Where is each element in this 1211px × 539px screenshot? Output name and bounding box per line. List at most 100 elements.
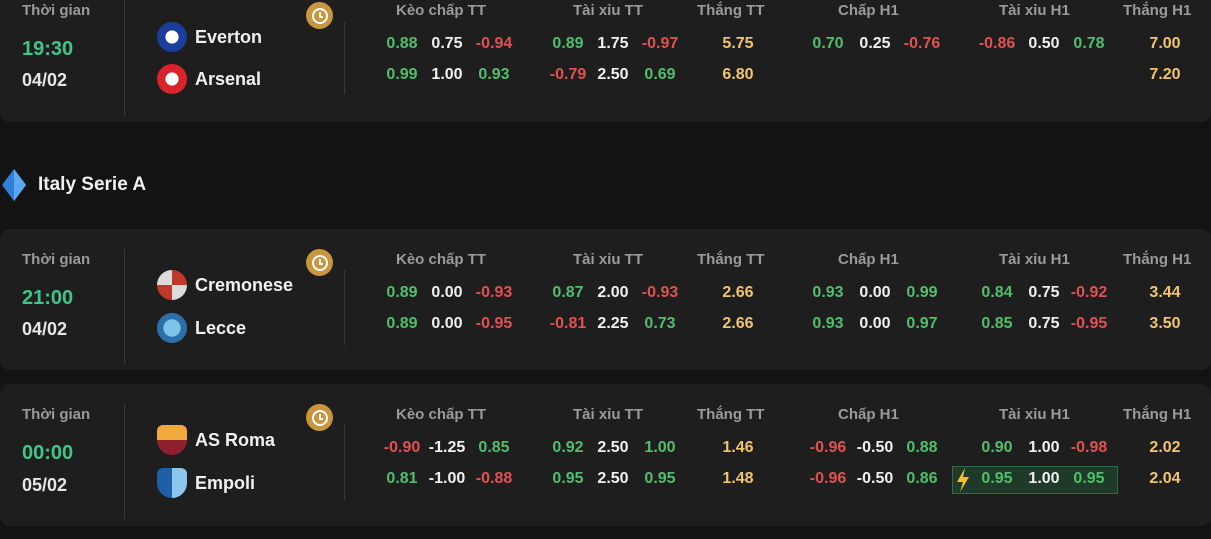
hdp-ft-odd[interactable]: -1.00 [428,470,466,487]
ou-ft-odd[interactable]: 1.75 [597,35,629,52]
win-h1-odd[interactable]: 3.50 [1149,315,1181,332]
win-h1-odd[interactable]: 3.44 [1149,284,1181,301]
team-name: Lecce [195,317,247,338]
ou-h1-odd[interactable]: 0.95 [1073,470,1105,487]
ou-ft-odd[interactable]: -0.81 [549,315,587,332]
hdp-h1-odd[interactable]: -0.50 [856,470,894,487]
hdp-h1-odd[interactable]: -0.76 [903,35,941,52]
hdp-h1-odd[interactable]: 0.97 [906,315,938,332]
away-team[interactable]: Arsenal [157,64,261,94]
clock-icon[interactable] [306,249,333,276]
ou-h1-odd[interactable]: -0.98 [1070,439,1108,456]
ou-h1-odd[interactable]: 0.50 [1028,35,1060,52]
ou-ft-odd[interactable]: 0.89 [552,35,584,52]
ou-ft-odd[interactable]: 1.00 [644,439,676,456]
ou-ft-odd[interactable]: 2.00 [597,284,629,301]
hdp-h1-odd[interactable]: 0.00 [859,284,891,301]
league-header[interactable]: Italy Serie A [0,167,146,203]
win-ft-odd[interactable]: 1.48 [722,470,754,487]
hdp-h1-odd[interactable]: 0.93 [812,284,844,301]
home-team[interactable]: AS Roma [157,425,275,455]
hdp-h1-odd[interactable]: 0.93 [812,315,844,332]
ou-ft-odd[interactable]: 0.69 [644,66,676,83]
team-name: Everton [195,26,263,47]
ou-ft-odd[interactable]: -0.79 [549,66,587,83]
hdp-ft-odd[interactable]: -0.88 [475,470,513,487]
win-ft-odd[interactable]: 2.66 [722,315,754,332]
win-ft-odd[interactable]: 6.80 [722,66,754,83]
hdp-h1-odd[interactable]: 0.70 [812,35,844,52]
header-handicap-h1: Chấp H1 [838,251,899,268]
hdp-ft-odd[interactable]: 0.00 [431,284,463,301]
hdp-h1-odd[interactable]: 0.88 [906,439,938,456]
hdp-ft-odd[interactable]: 0.81 [386,470,418,487]
arsenal-crest-icon [157,64,187,94]
hdp-ft-odd[interactable]: 0.89 [386,315,418,332]
win-h1-odd[interactable]: 2.04 [1149,470,1181,487]
ou-ft-odd[interactable]: 2.50 [597,66,629,83]
hdp-h1-odd[interactable]: -0.96 [809,470,847,487]
hdp-h1-odd[interactable]: -0.50 [856,439,894,456]
hdp-ft-odd[interactable]: 0.00 [431,315,463,332]
ou-ft-odd[interactable]: 0.73 [644,315,676,332]
win-ft-odd[interactable]: 2.66 [722,284,754,301]
ou-h1-odd[interactable]: 1.00 [1028,470,1060,487]
hdp-h1-odd[interactable]: 0.86 [906,470,938,487]
ou-ft-odd[interactable]: 0.95 [644,470,676,487]
ou-h1-odd[interactable]: 0.84 [981,284,1013,301]
ou-ft-odd[interactable]: 2.50 [597,470,629,487]
away-team[interactable]: Empoli [157,468,255,498]
hdp-h1-odd[interactable]: 0.99 [906,284,938,301]
hdp-h1-odd[interactable]: 0.00 [859,315,891,332]
header-win-h1: Thắng H1 [1123,251,1192,268]
win-ft-odd[interactable]: 5.75 [722,35,754,52]
ou-ft-odd[interactable]: 0.87 [552,284,584,301]
ou-h1-odd[interactable]: 0.75 [1028,284,1060,301]
team-name: Arsenal [195,68,262,89]
hdp-ft-odd[interactable]: 0.85 [478,439,510,456]
ou-ft-odd[interactable]: 2.25 [597,315,629,332]
win-h1-odd[interactable]: 7.20 [1149,66,1181,83]
ou-ft-odd[interactable]: 0.92 [552,439,584,456]
home-team[interactable]: Cremonese [157,270,293,300]
hdp-ft-odd[interactable]: 0.99 [386,66,418,83]
clock-icon[interactable] [306,404,333,431]
ou-h1-odd[interactable]: 1.00 [1028,439,1060,456]
hdp-ft-odd[interactable]: -0.90 [383,439,421,456]
ou-ft-odd[interactable]: 2.50 [597,439,629,456]
ou-h1-odd[interactable]: 0.78 [1073,35,1105,52]
win-h1-odd[interactable]: 7.00 [1149,35,1181,52]
home-team[interactable]: Everton [157,22,262,52]
ou-ft-odd[interactable]: 0.95 [552,470,584,487]
header-ou-h1: Tài xỉu H1 [999,251,1070,268]
hdp-ft-odd[interactable]: -0.93 [475,284,513,301]
divider [124,249,125,364]
match-date: 05/02 [22,475,68,495]
ou-h1-odd[interactable]: -0.95 [1070,315,1108,332]
hdp-ft-odd[interactable]: 1.00 [431,66,463,83]
hdp-h1-odd[interactable]: -0.96 [809,439,847,456]
hdp-ft-odd[interactable]: -0.95 [475,315,513,332]
header-handicap-ft: Kèo chấp TT [396,406,487,423]
ou-h1-odd[interactable]: -0.86 [978,35,1016,52]
win-ft-odd[interactable]: 1.46 [722,439,754,456]
hdp-ft-odd[interactable]: 0.89 [386,284,418,301]
ou-h1-odd[interactable]: 0.85 [981,315,1013,332]
hdp-ft-odd[interactable]: -1.25 [428,439,466,456]
ou-h1-odd[interactable]: 0.90 [981,439,1013,456]
hdp-ft-odd[interactable]: -0.94 [475,35,513,52]
ou-ft-odd[interactable]: -0.93 [641,284,679,301]
clock-icon[interactable] [306,2,333,29]
win-h1-odd[interactable]: 2.02 [1149,439,1181,456]
hdp-ft-odd[interactable]: 0.93 [478,66,510,83]
hdp-ft-odd[interactable]: 0.75 [431,35,463,52]
ou-h1-odd[interactable]: 0.95 [981,470,1013,487]
ou-h1-odd[interactable]: -0.92 [1070,284,1108,301]
ou-ft-odd[interactable]: -0.97 [641,35,679,52]
divider [344,270,345,345]
away-team[interactable]: Lecce [157,313,246,343]
hdp-ft-odd[interactable]: 0.88 [386,35,418,52]
ou-h1-odd[interactable]: 0.75 [1028,315,1060,332]
team-name: Empoli [195,472,256,493]
hdp-h1-odd[interactable]: 0.25 [859,35,891,52]
